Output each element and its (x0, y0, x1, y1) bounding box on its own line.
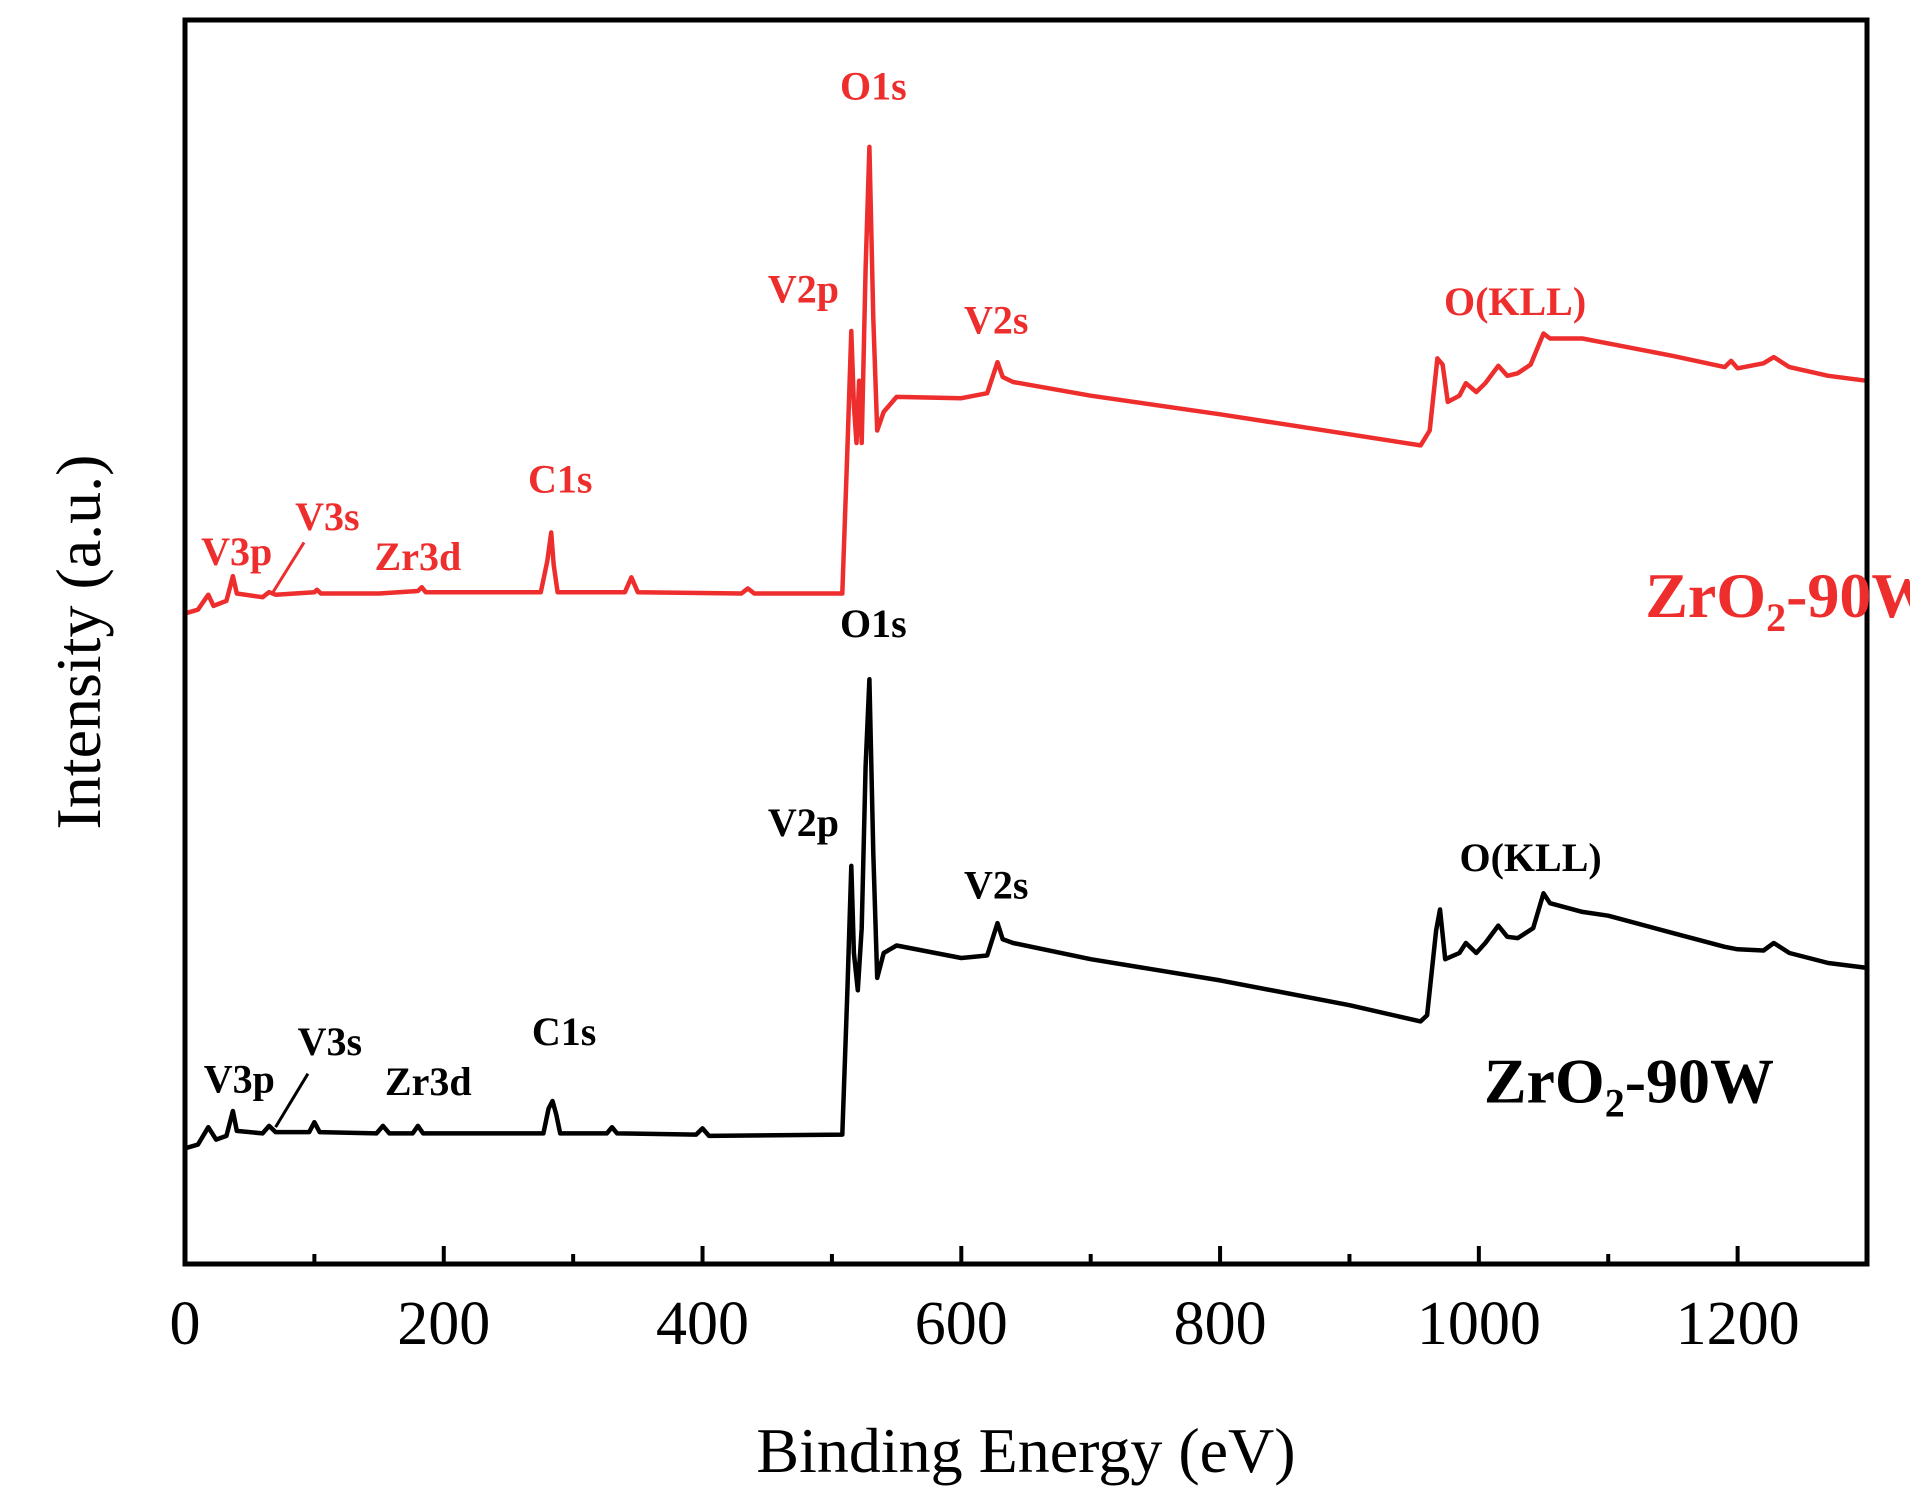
peak-label: V2p (768, 800, 839, 845)
peak-label: O(KLL) (1444, 279, 1586, 324)
series-line-0 (184, 144, 1868, 616)
x-axis-title: Binding Energy (eV) (756, 1415, 1295, 1486)
x-tick-label: 200 (397, 1290, 490, 1358)
x-tick-label: 400 (656, 1290, 749, 1358)
peak-label: V2s (964, 862, 1028, 907)
peak-label: V3s (298, 1019, 362, 1064)
x-tick-label: 1000 (1417, 1290, 1541, 1358)
peak-label: O(KLL) (1459, 835, 1601, 880)
series-line-1 (184, 677, 1868, 1151)
x-tick-label: 800 (1174, 1290, 1267, 1358)
v3s-leader-line (271, 541, 306, 594)
x-tick-label: 0 (170, 1290, 201, 1358)
peak-label: V3p (204, 1056, 275, 1101)
peak-label: C1s (528, 457, 592, 502)
peak-label: V3p (201, 529, 272, 574)
peak-label: C1s (532, 1009, 596, 1054)
peak-label: V2p (768, 266, 839, 311)
peak-label: V3s (295, 494, 359, 539)
peak-label: Zr3d (375, 534, 462, 579)
v3s-leader-line (274, 1072, 310, 1128)
x-tick-label: 1200 (1676, 1290, 1800, 1358)
peak-label: V2s (964, 297, 1028, 342)
x-tick-label: 600 (915, 1290, 1008, 1358)
peak-label: Zr3d (385, 1059, 472, 1104)
y-axis-title: Intensity (a.u.) (43, 455, 114, 830)
peak-label: O1s (840, 64, 907, 109)
series-label-base: ZrO2-90W (1484, 1045, 1774, 1125)
peak-label: O1s (840, 601, 907, 646)
plot-frame (182, 17, 1870, 1267)
series-label-acid: ZrO2-90W-acid (1645, 560, 1910, 640)
